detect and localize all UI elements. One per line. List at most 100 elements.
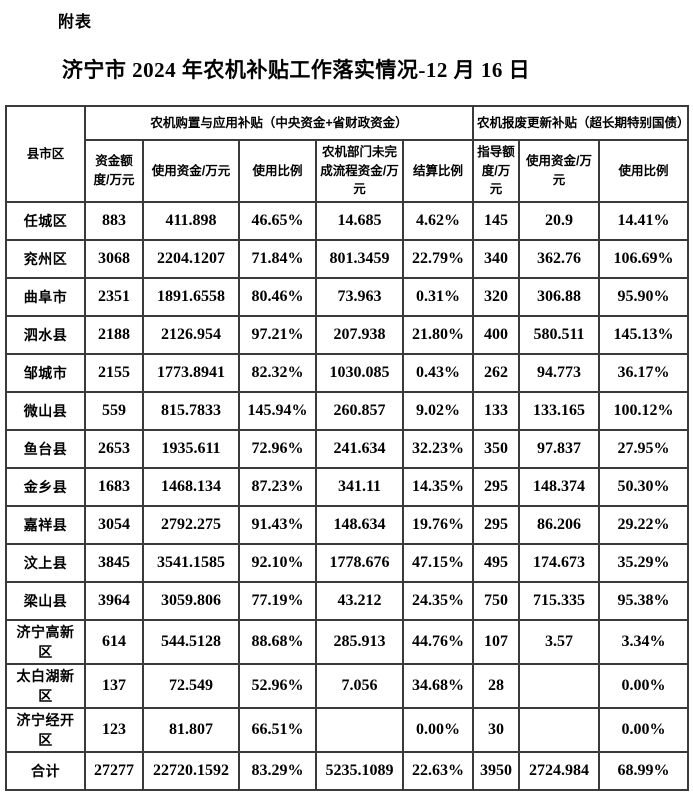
value-cell: 22.63%: [402, 751, 474, 791]
value-cell: 21.80%: [402, 315, 474, 355]
value-cell: 0.00%: [597, 707, 690, 753]
value-cell: 0.00%: [597, 663, 690, 709]
region-cell: 泗水县: [5, 315, 86, 355]
total-row: 合计 27277 22720.1592 83.29% 5235.1089 22.63% 39…: [5, 751, 690, 791]
value-cell: 46.65%: [238, 201, 317, 241]
value-cell: 174.673: [518, 543, 600, 583]
value-cell: 262: [472, 353, 520, 393]
value-cell: 34.68%: [402, 663, 474, 709]
value-cell: 207.938: [315, 315, 404, 355]
value-cell: 29.22%: [597, 505, 690, 545]
value-cell: 7.056: [315, 663, 404, 709]
value-cell: 14.41%: [597, 201, 690, 241]
column-header-settlement-ratio: 结算比例: [402, 139, 474, 203]
column-header-region: 县市区: [5, 105, 86, 203]
value-cell: 86.206: [518, 505, 600, 545]
value-cell: 3541.1585: [142, 543, 240, 583]
table-row: 汶上县 3845 3541.1585 92.10% 1778.676 47.15% 495 1…: [5, 543, 690, 583]
value-cell: 123: [84, 707, 144, 753]
region-cell: 邹城市: [5, 353, 86, 393]
value-cell: 72.549: [142, 663, 240, 709]
region-cell: 济宁高新区: [5, 619, 86, 665]
value-cell: 73.963: [315, 277, 404, 317]
value-cell: 3.57: [518, 619, 600, 665]
value-cell: 2188: [84, 315, 144, 355]
value-cell: 107: [472, 619, 520, 665]
value-cell: 27.95%: [597, 429, 690, 469]
value-cell: 35.29%: [597, 543, 690, 583]
value-cell: 3950: [472, 751, 520, 791]
value-cell: 32.23%: [402, 429, 474, 469]
value-cell: 2724.984: [518, 751, 600, 791]
value-cell: 82.32%: [238, 353, 317, 393]
value-cell: 3068: [84, 239, 144, 279]
value-cell: 28: [472, 663, 520, 709]
value-cell: 145: [472, 201, 520, 241]
region-cell: 汶上县: [5, 543, 86, 583]
value-cell: 14.35%: [402, 467, 474, 507]
value-cell: 559: [84, 391, 144, 431]
value-cell: 95.90%: [597, 277, 690, 317]
value-cell: 3059.806: [142, 581, 240, 621]
value-cell: 2653: [84, 429, 144, 469]
table-row: 曲阜市 2351 1891.6558 80.46% 73.963 0.31% 320 306.…: [5, 277, 690, 317]
value-cell: 4.62%: [402, 201, 474, 241]
table-row: 鱼台县 2653 1935.611 72.96% 241.634 32.23% 350 97.…: [5, 429, 690, 469]
value-cell: 95.38%: [597, 581, 690, 621]
value-cell: 362.76: [518, 239, 600, 279]
column-header-renewal-usage-ratio: 使用比例: [597, 139, 690, 203]
value-cell: 715.335: [518, 581, 600, 621]
region-cell: 金乡县: [5, 467, 86, 507]
table-row: 梁山县 3964 3059.806 77.19% 43.212 24.35% 750 715.…: [5, 581, 690, 621]
value-cell: [518, 663, 600, 709]
value-cell: 80.46%: [238, 277, 317, 317]
page-title: 济宁市 2024 年农机补贴工作落实情况-12 月 16 日: [61, 58, 531, 82]
table-body: 任城区 883 411.898 46.65% 14.685 4.62% 145 20.9 14.…: [5, 201, 690, 791]
value-cell: 137: [84, 663, 144, 709]
value-cell: 3054: [84, 505, 144, 545]
value-cell: 133: [472, 391, 520, 431]
region-cell: 兖州区: [5, 239, 86, 279]
value-cell: 2126.954: [142, 315, 240, 355]
value-cell: 100.12%: [597, 391, 690, 431]
value-cell: 9.02%: [402, 391, 474, 431]
value-cell: 580.511: [518, 315, 600, 355]
table-row: 任城区 883 411.898 46.65% 14.685 4.62% 145 20.9 14.…: [5, 201, 690, 241]
value-cell: 145.94%: [238, 391, 317, 431]
value-cell: 544.5128: [142, 619, 240, 665]
value-cell: 97.21%: [238, 315, 317, 355]
value-cell: 285.913: [315, 619, 404, 665]
value-cell: 2351: [84, 277, 144, 317]
group-header-purchase-subsidy: 农机购置与应用补贴（中央资金+省财政资金）: [84, 105, 474, 141]
value-cell: 97.837: [518, 429, 600, 469]
value-cell: 883: [84, 201, 144, 241]
value-cell: 72.96%: [238, 429, 317, 469]
value-cell: 614: [84, 619, 144, 665]
column-header-unfinished-funds: 农机部门未完成流程资金/万元: [315, 139, 404, 203]
group-header-row: 县市区 农机购置与应用补贴（中央资金+省财政资金） 农机报废更新补贴（超长期特别…: [5, 105, 690, 203]
value-cell: 350: [472, 429, 520, 469]
table-header: 县市区 农机购置与应用补贴（中央资金+省财政资金） 农机报废更新补贴（超长期特别…: [5, 105, 690, 203]
region-cell: 鱼台县: [5, 429, 86, 469]
table-row: 嘉祥县 3054 2792.275 91.43% 148.634 19.76% 295 86.…: [5, 505, 690, 545]
region-cell: 任城区: [5, 201, 86, 241]
value-cell: 30: [472, 707, 520, 753]
column-header-fund-quota: 资金额度/万元: [84, 139, 144, 203]
value-cell: 815.7833: [142, 391, 240, 431]
value-cell: 24.35%: [402, 581, 474, 621]
table-row: 金乡县 1683 1468.134 87.23% 341.11 14.35% 295 148.…: [5, 467, 690, 507]
value-cell: 66.51%: [238, 707, 317, 753]
value-cell: 43.212: [315, 581, 404, 621]
value-cell: 68.99%: [597, 751, 690, 791]
value-cell: 50.30%: [597, 467, 690, 507]
value-cell: 87.23%: [238, 467, 317, 507]
region-cell: 济宁经开区: [5, 707, 86, 753]
value-cell: 341.11: [315, 467, 404, 507]
value-cell: 94.773: [518, 353, 600, 393]
value-cell: 2155: [84, 353, 144, 393]
value-cell: 3964: [84, 581, 144, 621]
table-row: 济宁高新区 614 544.5128 88.68% 285.913 44.76% 107 3.…: [5, 619, 690, 665]
table-row: 济宁经开区 123 81.807 66.51% 0.00% 30 0.00%: [5, 707, 690, 753]
value-cell: 1683: [84, 467, 144, 507]
region-cell: 梁山县: [5, 581, 86, 621]
